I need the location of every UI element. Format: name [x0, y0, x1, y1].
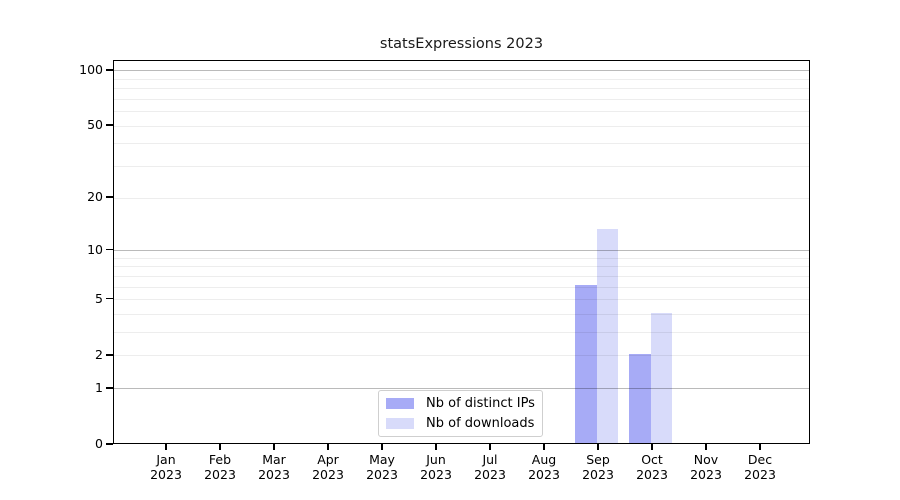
x-tick-label-dec: Dec 2023	[730, 452, 790, 482]
chart-title: statsExpressions 2023	[379, 36, 544, 52]
y-tick-label-2: 2	[95, 346, 103, 362]
legend-label-distinct-ips: Nb of distinct IPs	[426, 396, 535, 411]
x-tick-year-feb: 2023	[204, 467, 236, 482]
x-tick-mar	[273, 444, 275, 450]
x-tick-jan	[165, 444, 167, 450]
gridline-minor-5	[114, 299, 809, 301]
x-tick-year-jul: 2023	[474, 467, 506, 482]
x-tick-month-apr: Apr	[317, 452, 339, 467]
x-tick-label-apr: Apr 2023	[298, 452, 358, 482]
x-tick-aug	[543, 444, 545, 450]
gridline-minor-70	[114, 98, 809, 100]
x-tick-month-mar: Mar	[262, 452, 286, 467]
x-tick-label-jun: Jun 2023	[406, 452, 466, 482]
gridline-minor-8	[114, 266, 809, 268]
x-tick-label-sep: Sep 2023	[568, 452, 628, 482]
x-tick-may	[381, 444, 383, 450]
y-tick-label-100: 100	[79, 61, 103, 77]
x-tick-label-aug: Aug 2023	[514, 452, 574, 482]
legend-entry-downloads: Nb of downloads	[379, 415, 542, 432]
x-tick-label-oct: Oct 2023	[622, 452, 682, 482]
x-tick-month-nov: Nov	[693, 452, 719, 467]
x-tick-feb	[219, 444, 221, 450]
bar-distinct-ips-oct	[629, 353, 651, 443]
bar-distinct-ips-sep	[575, 285, 597, 443]
y-tick-5	[106, 297, 113, 300]
x-tick-month-jul: Jul	[482, 452, 498, 467]
x-tick-nov	[705, 444, 707, 450]
gridline-minor-3	[114, 332, 809, 334]
y-tick-0	[106, 443, 113, 445]
gridline-minor-80	[114, 88, 809, 90]
y-tick-1	[106, 387, 113, 389]
legend-label-downloads: Nb of downloads	[426, 416, 535, 431]
x-tick-apr	[327, 444, 329, 450]
x-tick-year-sep: 2023	[582, 467, 614, 482]
x-tick-sep	[597, 444, 599, 450]
x-tick-month-dec: Dec	[747, 452, 773, 467]
y-tick-label-20: 20	[87, 189, 103, 205]
x-tick-month-jun: Jun	[426, 452, 446, 467]
x-tick-month-jan: Jan	[156, 452, 176, 467]
x-tick-label-nov: Nov 2023	[676, 452, 736, 482]
y-tick-label-5: 5	[95, 290, 103, 306]
gridline-minor-6	[114, 286, 809, 288]
bar-downloads-sep	[596, 229, 618, 443]
x-tick-year-aug: 2023	[528, 467, 560, 482]
x-tick-jul	[489, 444, 491, 450]
legend-swatch-distinct-ips	[386, 398, 414, 409]
bar-downloads-oct	[650, 312, 672, 443]
x-tick-month-oct: Oct	[641, 452, 663, 467]
x-tick-year-jun: 2023	[420, 467, 452, 482]
gridline-minor-20	[114, 197, 809, 199]
x-tick-year-apr: 2023	[312, 467, 344, 482]
gridline-minor-2	[114, 355, 809, 357]
y-tick-20	[106, 196, 113, 198]
gridline-minor-90	[114, 78, 809, 80]
gridline-minor-9	[114, 257, 809, 259]
gridline-minor-60	[114, 111, 809, 113]
x-tick-label-jan: Jan 2023	[136, 452, 196, 482]
legend-entry-distinct-ips: Nb of distinct IPs	[379, 395, 542, 412]
y-tick-label-0: 0	[95, 436, 103, 451]
legend: Nb of distinct IPs Nb of downloads	[378, 390, 543, 437]
x-tick-oct	[651, 444, 653, 450]
gridline-minor-30	[114, 166, 809, 168]
gridline-minor-40	[114, 143, 809, 145]
x-tick-year-dec: 2023	[744, 467, 776, 482]
plot-area	[113, 60, 810, 444]
gridline-minor-50	[114, 125, 809, 127]
y-tick-100	[106, 69, 113, 71]
x-tick-year-jan: 2023	[150, 467, 182, 482]
x-tick-month-aug: Aug	[531, 452, 557, 467]
x-tick-jun	[435, 444, 437, 450]
y-tick-label-50: 50	[87, 117, 103, 133]
x-tick-dec	[759, 444, 761, 450]
gridline-minor-7	[114, 275, 809, 277]
x-tick-year-mar: 2023	[258, 467, 290, 482]
x-tick-year-may: 2023	[366, 467, 398, 482]
x-tick-label-mar: Mar 2023	[244, 452, 304, 482]
x-tick-month-sep: Sep	[586, 452, 610, 467]
y-tick-50	[106, 124, 113, 126]
x-tick-label-may: May 2023	[352, 452, 412, 482]
x-tick-year-oct: 2023	[636, 467, 668, 482]
gridline-major-10	[114, 250, 809, 252]
y-tick-label-10: 10	[87, 241, 103, 257]
y-tick-2	[106, 354, 113, 356]
x-tick-month-may: May	[369, 452, 395, 467]
x-tick-label-jul: Jul 2023	[460, 452, 520, 482]
gridline-minor-4	[114, 314, 809, 315]
y-tick-label-1: 1	[95, 379, 103, 395]
gridline-major-100	[114, 70, 809, 72]
x-tick-month-feb: Feb	[208, 452, 232, 467]
x-tick-year-nov: 2023	[690, 467, 722, 482]
x-tick-label-feb: Feb 2023	[190, 452, 250, 482]
y-tick-10	[106, 248, 113, 251]
legend-swatch-downloads	[386, 418, 414, 429]
